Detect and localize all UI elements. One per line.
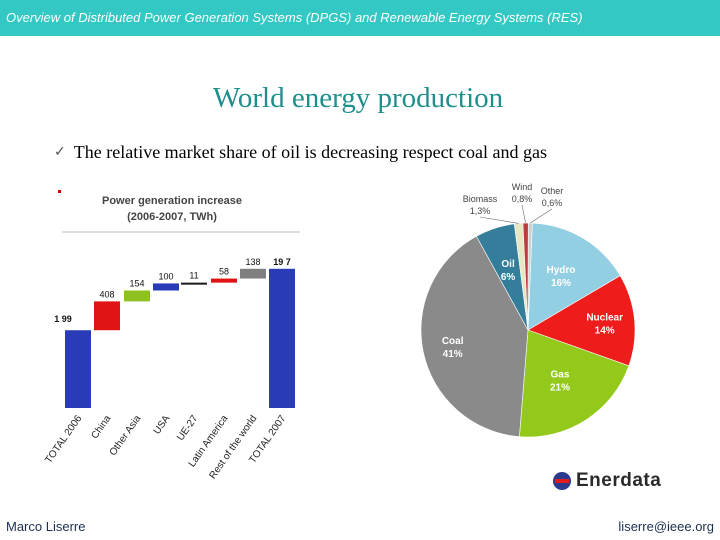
leader-line-wind (521, 204, 526, 224)
footer-email: liserre@ieee.org (618, 519, 714, 534)
leader-line-other (530, 208, 553, 224)
checkmark-icon: ✓ (54, 145, 66, 160)
slice-nuclear (527, 275, 636, 367)
red-dot-marker (58, 190, 61, 193)
bar-total-2006 (65, 330, 91, 408)
pie-chart: Hydro 16% Nuclear 14% Gas 21% Coal 41% Oil 6% Biom… (420, 182, 636, 438)
slice-gas (519, 329, 630, 438)
category-label-ue-27: UE-27 (175, 413, 201, 443)
bar-label-rest-of-the-world: 138 (245, 257, 260, 267)
slice-value-gas: 21% (550, 382, 570, 393)
slice-value-hydro: 16% (551, 278, 571, 289)
enerdata-logo-text: Enerdata (576, 470, 662, 491)
slice-name-wind: Wind (512, 182, 533, 192)
bar-latin-america (211, 278, 237, 283)
bullet-point: ✓ The relative market share of oil is dec… (54, 142, 547, 163)
waterfall-chart: Power generation increase (2006-2007, TWh… (43, 195, 300, 481)
slice-other (527, 222, 533, 331)
waterfall-subtitle: (2006-2007, TWh) (127, 211, 217, 223)
bar-label-total-2006: 1 99 (54, 314, 72, 324)
enerdata-logo-icon (553, 472, 571, 490)
bar-china (94, 301, 120, 331)
slice-name-nuclear: Nuclear (586, 313, 623, 324)
header-bar (0, 0, 720, 36)
slice-value-oil: 6% (501, 272, 516, 283)
bar-label-ue-27: 11 (189, 271, 198, 281)
slice-name-other: Other (541, 186, 564, 196)
waterfall-title: Power generation increase (102, 195, 242, 207)
slice-value-biomass: 1,3% (470, 206, 491, 216)
bar-label-latin-america: 58 (219, 267, 229, 277)
slice-value-other: 0,6% (542, 198, 563, 208)
bar-label-total-2007: 19 7 (273, 257, 291, 267)
bar-other-asia (124, 290, 150, 302)
category-label-usa: USA (152, 413, 173, 436)
slice-name-biomass: Biomass (463, 194, 498, 204)
footer-author: Marco Liserre (6, 519, 86, 534)
category-label-china: China (89, 413, 113, 441)
leader-line-biomass (479, 216, 519, 224)
slice-name-oil: Oil (501, 259, 515, 270)
bar-usa (153, 283, 179, 291)
slice-coal (420, 235, 529, 437)
bar-label-other-asia: 154 (129, 278, 144, 288)
bar-ue-27 (181, 282, 207, 285)
bar-label-china: 408 (99, 289, 114, 299)
slice-name-gas: Gas (551, 369, 570, 380)
slice-value-wind: 0,8% (512, 194, 533, 204)
slice-value-coal: 41% (443, 349, 463, 360)
slice-name-hydro: Hydro (547, 265, 576, 276)
slice-name-coal: Coal (442, 336, 464, 347)
bullet-text: The relative market share of oil is decr… (73, 142, 548, 162)
slice-value-nuclear: 14% (595, 326, 615, 337)
enerdata-logo: Enerdata (552, 470, 661, 492)
slice-hydro (527, 222, 621, 331)
category-label-total-2006: TOTAL 2006 (43, 413, 84, 466)
header-title: Overview of Distributed Power Generation… (6, 10, 583, 25)
bar-total-2007 (269, 268, 295, 408)
bar-rest-of-the-world (240, 268, 266, 279)
bar-label-usa: 100 (158, 271, 173, 281)
slide-title: World energy production (212, 82, 504, 114)
